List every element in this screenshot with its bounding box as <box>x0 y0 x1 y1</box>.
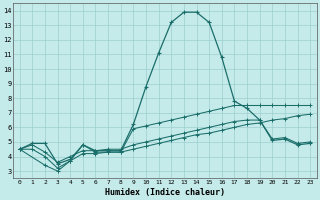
X-axis label: Humidex (Indice chaleur): Humidex (Indice chaleur) <box>105 188 225 197</box>
